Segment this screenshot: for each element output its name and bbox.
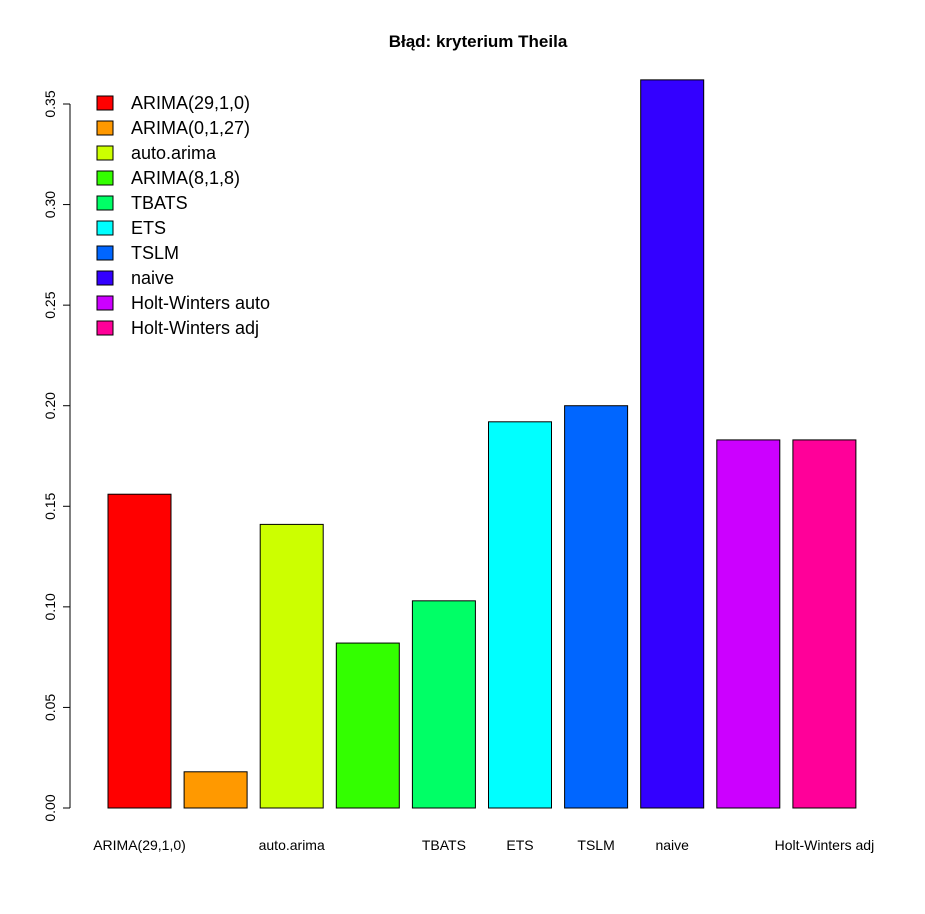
y-tick-label: 0.30	[42, 191, 58, 218]
bar	[564, 405, 629, 809]
legend-label: naive	[131, 268, 174, 288]
legend: ARIMA(29,1,0) ARIMA(0,1,27) auto.arima ARIM…	[96, 93, 270, 338]
x-tick-label: ARIMA(29,1,0)	[93, 837, 186, 853]
x-tick-label: naive	[655, 837, 689, 853]
y-tick-label: 0.00	[42, 794, 58, 821]
bar	[792, 439, 857, 809]
bar	[640, 79, 705, 809]
legend-swatch	[96, 95, 114, 111]
legend-item: Holt-Winters auto	[96, 293, 270, 313]
legend-label: ETS	[131, 218, 166, 238]
x-tick-label: Holt-Winters adj	[775, 837, 875, 853]
bar	[183, 771, 248, 809]
legend-item: ETS	[96, 218, 166, 238]
x-tick-label: TBATS	[422, 837, 466, 853]
legend-swatch	[96, 270, 114, 286]
legend-item: ARIMA(8,1,8)	[96, 168, 240, 188]
x-tick-label: TSLM	[577, 837, 614, 853]
y-tick-label: 0.25	[42, 291, 58, 318]
legend-label: TSLM	[131, 243, 179, 263]
y-tick-label: 0.10	[42, 593, 58, 620]
legend-label: ARIMA(0,1,27)	[131, 118, 250, 138]
legend-swatch	[96, 245, 114, 261]
y-axis: 0.00 0.05 0.10 0.15 0.20 0.25 0.30 0.35	[42, 90, 71, 822]
legend-swatch	[96, 145, 114, 161]
legend-swatch	[96, 195, 114, 211]
chart-title: Błąd: kryterium Theila	[389, 32, 568, 51]
y-tick-label: 0.05	[42, 694, 58, 721]
y-tick-label: 0.20	[42, 392, 58, 419]
legend-label: TBATS	[131, 193, 188, 213]
bar	[107, 493, 172, 809]
y-tick-label: 0.35	[42, 90, 58, 117]
legend-item: TSLM	[96, 243, 179, 263]
legend-swatch	[96, 170, 114, 186]
bar	[716, 439, 781, 809]
bar	[335, 642, 400, 809]
legend-label: Holt-Winters adj	[131, 318, 259, 338]
bar	[259, 523, 324, 809]
legend-swatch	[96, 295, 114, 311]
legend-item: ARIMA(29,1,0)	[96, 93, 250, 113]
legend-swatch	[96, 320, 114, 336]
x-tick-label: auto.arima	[259, 837, 325, 853]
bar	[488, 421, 552, 809]
legend-label: auto.arima	[131, 143, 217, 163]
x-axis-labels: ARIMA(29,1,0) auto.arima TBATS ETS TSLM naive…	[93, 837, 874, 853]
y-tick-label: 0.15	[42, 492, 58, 519]
legend-item: auto.arima	[96, 143, 217, 163]
legend-swatch	[96, 220, 114, 236]
x-tick-label: ETS	[506, 837, 533, 853]
bar	[411, 600, 476, 809]
legend-item: TBATS	[96, 193, 188, 213]
bars	[107, 79, 857, 809]
legend-item: naive	[96, 268, 174, 288]
legend-item: Holt-Winters adj	[96, 318, 259, 338]
legend-swatch	[96, 120, 114, 136]
legend-label: ARIMA(29,1,0)	[131, 93, 250, 113]
legend-label: Holt-Winters auto	[131, 293, 270, 313]
legend-label: ARIMA(8,1,8)	[131, 168, 240, 188]
legend-item: ARIMA(0,1,27)	[96, 118, 250, 138]
